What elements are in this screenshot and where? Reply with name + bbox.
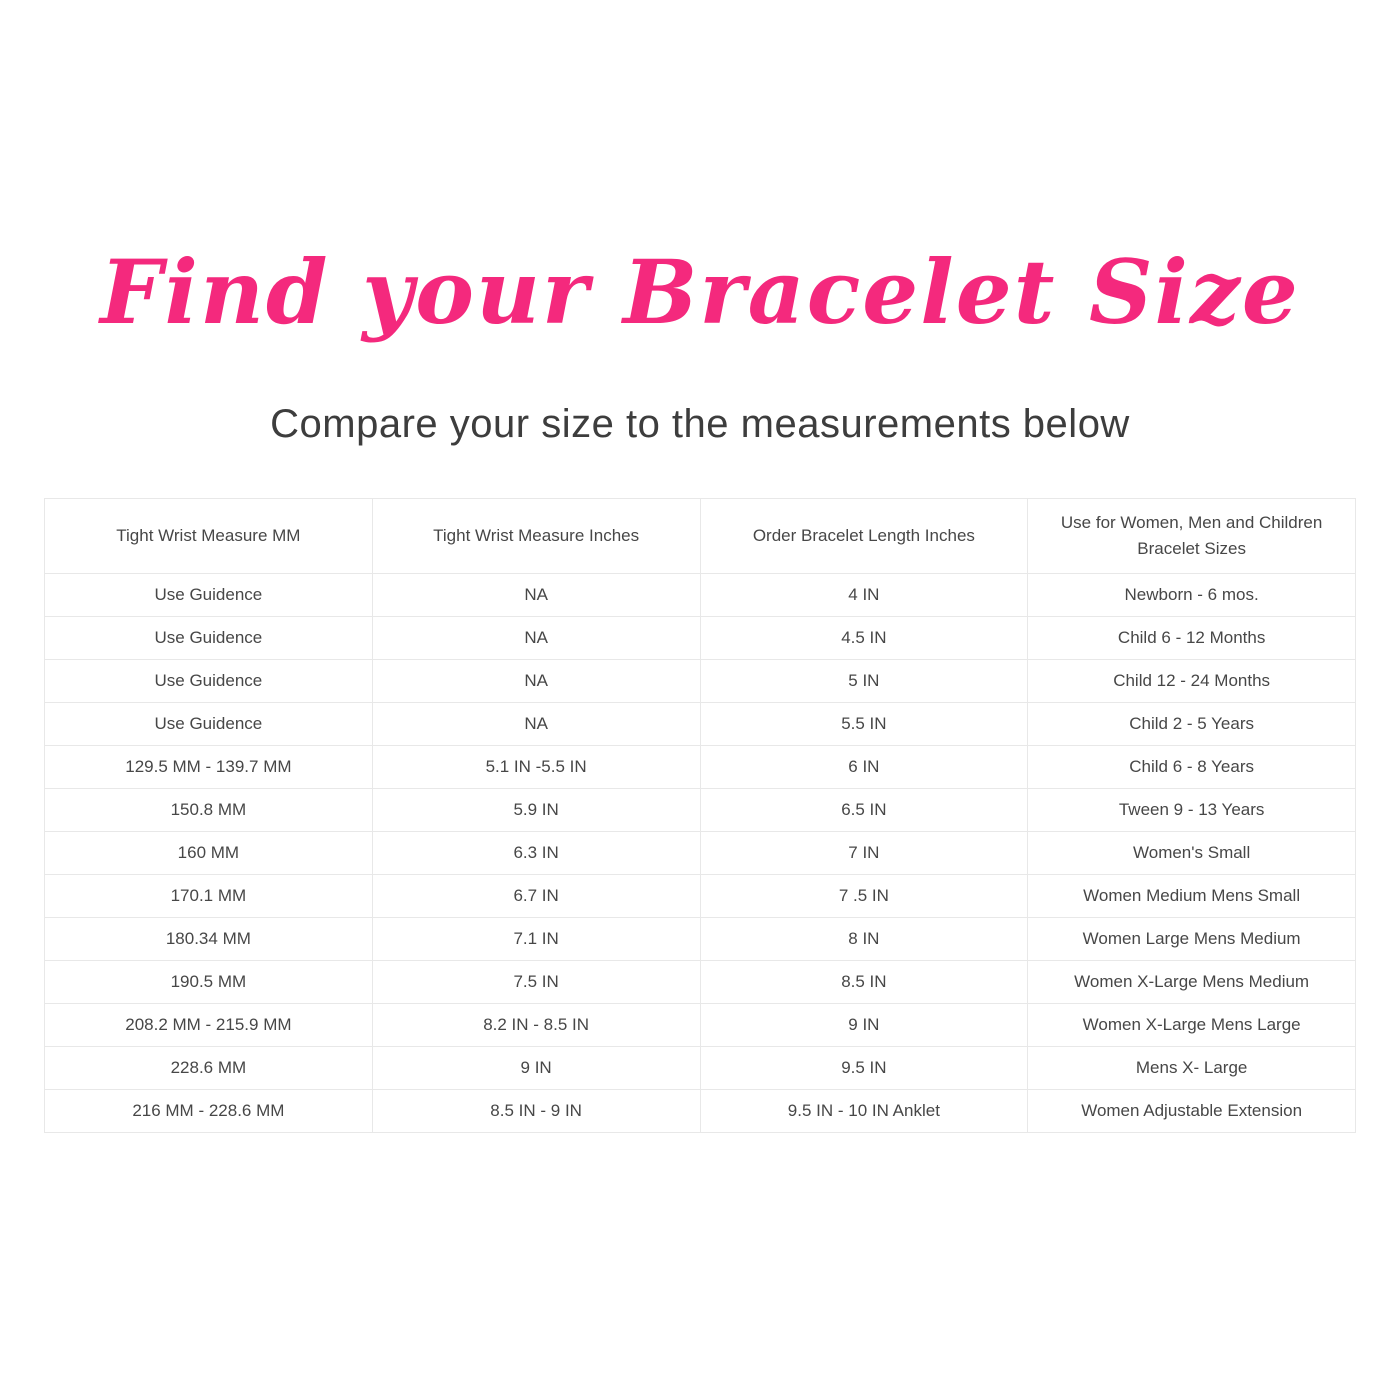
column-header-2: Tight Wrist Measure Inches [371, 498, 701, 574]
table-cell: 7.5 IN [371, 960, 701, 1004]
table-cell: Women Adjustable Extension [1027, 1089, 1356, 1133]
table-cell: Women Medium Mens Small [1027, 874, 1356, 918]
table-cell: 6.3 IN [371, 831, 701, 875]
table-row: 160 MM 6.3 IN 7 IN Women's Small [44, 831, 1356, 875]
table-cell: Women's Small [1027, 831, 1356, 875]
table-cell: 5.1 IN -5.5 IN [371, 745, 701, 789]
table-cell: Child 12 - 24 Months [1027, 659, 1356, 703]
table-row: Use Guidence NA 4.5 IN Child 6 - 12 Months [44, 616, 1356, 660]
table-header-row: Tight Wrist Measure MM Tight Wrist Measur… [44, 498, 1356, 574]
table-cell: 7 IN [699, 831, 1029, 875]
page-title: Find your Bracelet Size [100, 240, 1300, 344]
table-cell: NA [371, 573, 701, 617]
page-subtitle: Compare your size to the measurements be… [270, 402, 1130, 446]
table-cell: NA [371, 659, 701, 703]
table-cell: 216 MM - 228.6 MM [44, 1089, 373, 1133]
table-cell: Child 2 - 5 Years [1027, 702, 1356, 746]
table-cell: Women Large Mens Medium [1027, 917, 1356, 961]
table-cell: 160 MM [44, 831, 373, 875]
column-header-1: Tight Wrist Measure MM [44, 498, 373, 574]
table-cell: 5.5 IN [699, 702, 1029, 746]
table-cell: Women X-Large Mens Medium [1027, 960, 1356, 1004]
table-row: 150.8 MM 5.9 IN 6.5 IN Tween 9 - 13 Years [44, 788, 1356, 832]
table-row: 170.1 MM 6.7 IN 7 .5 IN Women Medium Mens S… [44, 874, 1356, 918]
table-cell: Child 6 - 8 Years [1027, 745, 1356, 789]
table-cell: 9.5 IN [699, 1046, 1029, 1090]
table-cell: 6 IN [699, 745, 1029, 789]
column-header-4: Use for Women, Men and Children Bracelet… [1027, 498, 1356, 574]
table-cell: 8 IN [699, 917, 1029, 961]
bracelet-size-table: Tight Wrist Measure MM Tight Wrist Measur… [44, 498, 1356, 1133]
table-cell: 7 .5 IN [699, 874, 1029, 918]
table-row: 216 MM - 228.6 MM 8.5 IN - 9 IN 9.5 IN - 1… [44, 1089, 1356, 1133]
table-cell: 170.1 MM [44, 874, 373, 918]
table-cell: 4.5 IN [699, 616, 1029, 660]
table-cell: Use Guidence [44, 616, 373, 660]
table-cell: 9.5 IN - 10 IN Anklet [699, 1089, 1029, 1133]
table-row: Use Guidence NA 5.5 IN Child 2 - 5 Years [44, 702, 1356, 746]
column-header-3: Order Bracelet Length Inches [699, 498, 1029, 574]
table-cell: 4 IN [699, 573, 1029, 617]
table-row: 129.5 MM - 139.7 MM 5.1 IN -5.5 IN 6 IN Chi… [44, 745, 1356, 789]
table-cell: 9 IN [371, 1046, 701, 1090]
table-cell: 129.5 MM - 139.7 MM [44, 745, 373, 789]
table-cell: Tween 9 - 13 Years [1027, 788, 1356, 832]
table-cell: Women X-Large Mens Large [1027, 1003, 1356, 1047]
table-cell: 8.5 IN - 9 IN [371, 1089, 701, 1133]
table-cell: 8.2 IN - 8.5 IN [371, 1003, 701, 1047]
table-cell: 180.34 MM [44, 917, 373, 961]
table-cell: Mens X- Large [1027, 1046, 1356, 1090]
table-row: 228.6 MM 9 IN 9.5 IN Mens X- Large [44, 1046, 1356, 1090]
table-cell: 150.8 MM [44, 788, 373, 832]
table-cell: 5 IN [699, 659, 1029, 703]
table-cell: 208.2 MM - 215.9 MM [44, 1003, 373, 1047]
table-cell: 6.5 IN [699, 788, 1029, 832]
table-row: 190.5 MM 7.5 IN 8.5 IN Women X-Large Mens M… [44, 960, 1356, 1004]
table-cell: 7.1 IN [371, 917, 701, 961]
table-cell: Use Guidence [44, 702, 373, 746]
table-cell: Newborn - 6 mos. [1027, 573, 1356, 617]
table-row: Use Guidence NA 5 IN Child 12 - 24 Months [44, 659, 1356, 703]
table-cell: 228.6 MM [44, 1046, 373, 1090]
table-row: Use Guidence NA 4 IN Newborn - 6 mos. [44, 573, 1356, 617]
table-cell: NA [371, 702, 701, 746]
table-cell: 8.5 IN [699, 960, 1029, 1004]
table-header: Tight Wrist Measure MM Tight Wrist Measur… [44, 498, 1356, 574]
table-body: Use Guidence NA 4 IN Newborn - 6 mos. Use Gu… [44, 573, 1356, 1133]
table-cell: Use Guidence [44, 659, 373, 703]
table-cell: Child 6 - 12 Months [1027, 616, 1356, 660]
table-row: 180.34 MM 7.1 IN 8 IN Women Large Mens Medi… [44, 917, 1356, 961]
table-cell: 9 IN [699, 1003, 1029, 1047]
table-cell: 6.7 IN [371, 874, 701, 918]
table-row: 208.2 MM - 215.9 MM 8.2 IN - 8.5 IN 9 IN Wo… [44, 1003, 1356, 1047]
table-cell: Use Guidence [44, 573, 373, 617]
table-cell: 5.9 IN [371, 788, 701, 832]
table-cell: 190.5 MM [44, 960, 373, 1004]
table-cell: NA [371, 616, 701, 660]
